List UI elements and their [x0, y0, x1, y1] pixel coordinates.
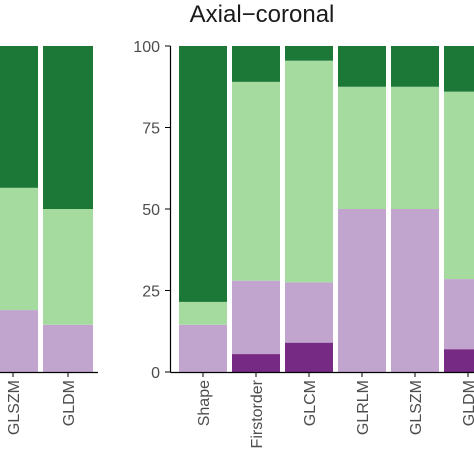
y-tick-label: 75: [142, 121, 160, 138]
bar-segment-shape-3: [179, 46, 227, 302]
bar-segment-gldm-1: [444, 279, 474, 350]
bar-segment-glszm-3: [391, 46, 439, 87]
bar-segment-glcm-3: [285, 46, 333, 61]
x-tick-label-firstorder: Firstorder: [249, 379, 266, 448]
x-tick-label-gldm: GLDM: [61, 380, 78, 426]
y-tick-label: 50: [142, 202, 160, 219]
bar-segment-glcm-0: [285, 342, 333, 372]
bar-segment-gldm-2: [444, 91, 474, 280]
bar-segment-glszm-2: [0, 187, 38, 311]
y-tick-label: 100: [133, 39, 160, 56]
bar-segment-glrlm-3: [338, 46, 386, 87]
x-tick-label-shape: Shape: [196, 380, 213, 426]
bar-segment-firstorder-3: [232, 46, 280, 82]
bar-segment-glcm-1: [285, 282, 333, 343]
y-tick-label: 25: [142, 284, 160, 301]
bar-segment-firstorder-1: [232, 280, 280, 355]
bar-segment-glszm-3: [0, 46, 38, 188]
bar-segment-gldm-1: [43, 324, 93, 372]
bar-segment-gldm-0: [444, 349, 474, 372]
bar-segment-shape-2: [179, 301, 227, 325]
bar-segment-shape-1: [179, 324, 227, 372]
bar-segment-gldm-2: [43, 209, 93, 325]
bar-segment-glrlm-1: [338, 209, 386, 372]
chart-title: Axial−coronal: [190, 1, 335, 28]
right-panel: 0 25 50 75 100 Shape Firstorder GLCM GLRLM GLSZM G…: [133, 39, 474, 448]
left-panel: GLSZM GLDM: [0, 46, 98, 435]
bar-segment-glszm-1: [391, 209, 439, 372]
bar-segment-firstorder-0: [232, 354, 280, 372]
bar-segment-glszm-1: [0, 310, 38, 372]
bar-segment-glszm-2: [391, 86, 439, 209]
bar-segment-gldm-3: [43, 46, 93, 209]
bar-segment-gldm-3: [444, 46, 474, 92]
x-tick-label-glrlm: GLRLM: [355, 380, 372, 435]
x-tick-label-glszm: GLSZM: [6, 380, 23, 435]
bar-segment-glcm-2: [285, 60, 333, 283]
x-tick-label-gldm: GLDM: [461, 380, 474, 426]
x-tick-label-glcm: GLCM: [302, 380, 319, 426]
bar-segment-firstorder-2: [232, 81, 280, 281]
bar-segment-glrlm-2: [338, 86, 386, 209]
x-tick-label-glszm: GLSZM: [408, 380, 425, 435]
y-tick-label: 0: [151, 365, 160, 382]
